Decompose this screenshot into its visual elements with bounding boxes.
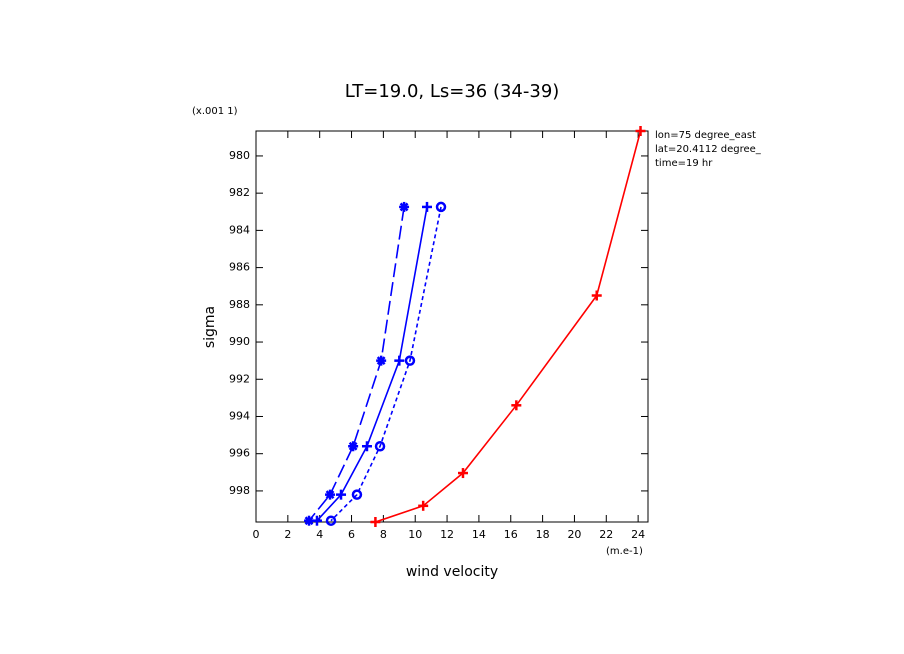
marker — [591, 290, 602, 301]
y-tick-label: 984 — [229, 223, 250, 236]
marker-part — [399, 202, 409, 212]
marker — [404, 355, 416, 366]
x-tick-label: 22 — [599, 528, 613, 541]
marker — [399, 201, 410, 212]
marker — [336, 489, 347, 500]
y-tick-label: 982 — [229, 186, 250, 199]
series-line — [308, 206, 405, 522]
x-axis-title: wind velocity — [406, 564, 498, 580]
marker — [422, 201, 433, 212]
marker — [511, 400, 522, 411]
y-tick-label: 990 — [229, 335, 250, 348]
marker-part — [376, 356, 386, 366]
series-line — [330, 206, 442, 522]
marker — [361, 441, 372, 452]
marker — [457, 468, 468, 479]
x-tick-label: 4 — [316, 528, 323, 541]
marker-part — [435, 201, 447, 213]
plot-frame — [255, 130, 649, 523]
x-tick-label: 24 — [631, 528, 645, 541]
marker-part — [325, 490, 335, 500]
x-tick-label: 20 — [567, 528, 581, 541]
series-line — [375, 130, 642, 523]
annotation: time=19 hr — [655, 158, 713, 169]
x-tick-label: 14 — [472, 528, 486, 541]
marker — [325, 515, 337, 526]
marker — [304, 515, 315, 526]
marker-part — [351, 489, 363, 500]
y-tick-label: 988 — [229, 298, 250, 311]
annotation: lat=20.4112 degree_ — [655, 144, 762, 155]
y-tick-label: 994 — [229, 409, 250, 422]
marker — [435, 201, 447, 213]
x-tick-label: 2 — [284, 528, 291, 541]
marker — [374, 441, 386, 452]
marker — [635, 126, 646, 136]
marker — [394, 355, 405, 366]
y-axis-title: sigma — [202, 306, 218, 348]
y-scale-note: (x.001 1) — [192, 106, 238, 117]
marker-part — [348, 441, 358, 451]
x-tick-label: 0 — [253, 528, 260, 541]
y-tick-label: 998 — [229, 484, 250, 497]
marker — [370, 517, 381, 527]
marker-part — [404, 355, 416, 366]
x-tick-label: 10 — [408, 528, 422, 541]
x-unit-note: (m.e-1) — [606, 546, 643, 557]
y-tick-label: 986 — [229, 261, 250, 274]
chart-title: LT=19.0, Ls=36 (34-39) — [345, 81, 560, 102]
marker — [376, 355, 387, 366]
y-tick-label: 996 — [229, 447, 250, 460]
y-tick-label: 980 — [229, 149, 250, 162]
marker — [418, 500, 429, 511]
marker — [325, 489, 336, 500]
marker-part — [304, 516, 314, 526]
x-tick-label: 18 — [536, 528, 550, 541]
y-tick-label: 992 — [229, 372, 250, 385]
x-tick-label: 6 — [348, 528, 355, 541]
marker-part — [325, 515, 337, 526]
annotation: lon=75 degree_east — [655, 130, 756, 141]
marker — [348, 441, 359, 452]
marker — [351, 489, 363, 500]
x-tick-label: 12 — [440, 528, 454, 541]
x-tick-label: 16 — [504, 528, 518, 541]
marker-part — [374, 441, 386, 452]
x-tick-label: 8 — [380, 528, 387, 541]
